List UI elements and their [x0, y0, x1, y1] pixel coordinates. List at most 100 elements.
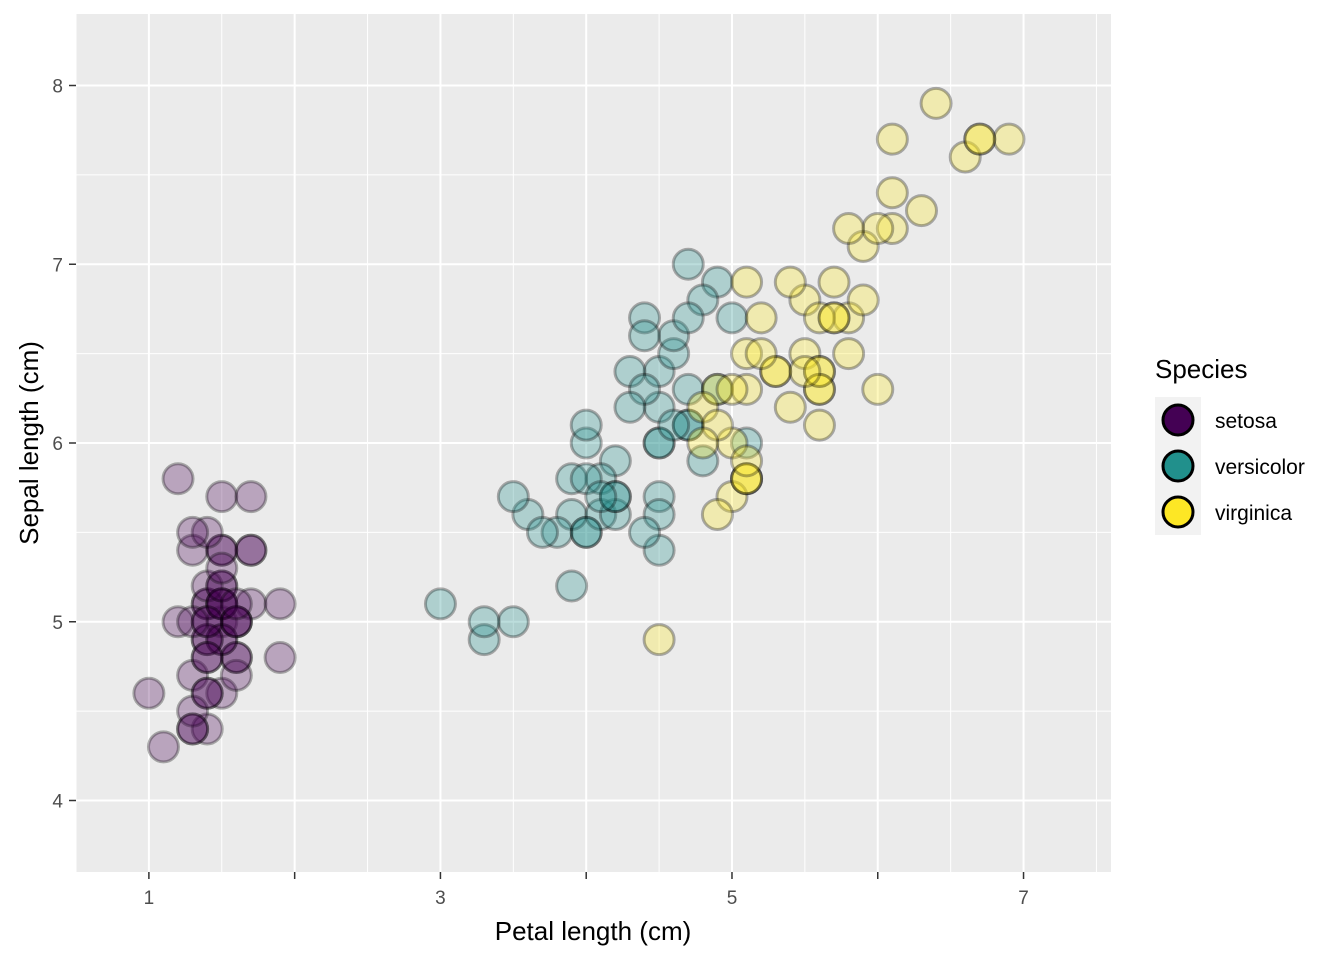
data-point-setosa	[190, 569, 224, 603]
data-point-setosa	[176, 712, 210, 746]
data-point-versicolor	[584, 498, 618, 531]
data-point-versicolor	[628, 301, 662, 335]
data-point-versicolor	[671, 247, 705, 281]
data-point-versicolor	[642, 426, 676, 460]
legend-key-versicolor	[1161, 449, 1195, 483]
x-tick-label: 7	[1018, 888, 1029, 909]
x-tick-label: 5	[727, 888, 738, 909]
data-point-versicolor	[657, 319, 691, 353]
x-tick-label: 1	[144, 888, 155, 909]
data-point-virginica	[817, 301, 851, 335]
data-point-virginica	[802, 355, 836, 388]
y-axis-title: Sepal length (cm)	[14, 341, 44, 545]
y-tick-label: 8	[52, 77, 63, 98]
data-point-versicolor	[642, 390, 676, 424]
legend-title: Species	[1155, 354, 1248, 384]
y-tick-label: 5	[52, 613, 63, 634]
data-point-virginica	[992, 122, 1026, 156]
legend-keys: setosa versicolor virginica	[1155, 397, 1305, 535]
data-point-virginica	[773, 265, 807, 299]
data-point-versicolor	[730, 426, 764, 460]
data-point-virginica	[832, 301, 866, 335]
y-tick-label: 4	[52, 792, 63, 813]
data-point-versicolor	[569, 462, 603, 496]
data-point-versicolor	[555, 462, 589, 496]
data-point-versicolor	[657, 337, 691, 371]
data-point-virginica	[802, 372, 836, 406]
data-point-setosa	[219, 641, 253, 674]
data-point-virginica	[802, 408, 836, 442]
data-point-versicolor	[642, 355, 676, 388]
data-point-versicolor	[613, 390, 647, 424]
data-point-virginica	[875, 122, 909, 156]
data-point-setosa	[176, 533, 210, 567]
data-point-virginica	[759, 355, 793, 388]
data-point-setosa	[176, 658, 210, 692]
data-point-versicolor	[671, 372, 705, 406]
x-tick-label: 3	[435, 888, 446, 909]
data-point-setosa	[263, 587, 297, 621]
data-point-versicolor	[700, 265, 734, 299]
data-point-versicolor	[598, 498, 632, 531]
data-point-setosa	[205, 569, 239, 603]
series-versicolor	[423, 247, 764, 657]
data-point-versicolor	[671, 408, 705, 442]
data-point-virginica	[744, 301, 778, 335]
grid-lines	[75, 14, 1111, 872]
data-point-versicolor	[569, 408, 603, 442]
data-point-setosa	[190, 641, 224, 674]
series-virginica	[642, 86, 1026, 657]
data-point-versicolor	[613, 355, 647, 388]
data-point-versicolor	[540, 515, 574, 549]
y-tick-label: 6	[52, 434, 63, 455]
data-point-setosa	[205, 533, 239, 567]
data-point-setosa	[234, 533, 268, 567]
legend-label-versicolor: versicolor	[1215, 456, 1305, 479]
data-point-virginica	[642, 623, 676, 657]
data-point-setosa	[190, 623, 224, 657]
data-point-setosa	[161, 605, 195, 639]
data-point-virginica	[802, 301, 836, 335]
data-point-setosa	[161, 462, 195, 496]
data-point-versicolor	[569, 515, 603, 549]
data-point-virginica	[700, 498, 734, 531]
data-point-virginica	[788, 355, 822, 388]
x-axis-title: Petal length (cm)	[495, 916, 692, 946]
data-point-setosa	[205, 587, 239, 621]
data-point-virginica	[861, 212, 895, 245]
data-point-versicolor	[598, 480, 632, 514]
data-point-setosa	[176, 605, 210, 639]
data-point-virginica	[802, 372, 836, 406]
data-points	[132, 86, 1026, 764]
data-point-virginica	[730, 337, 764, 371]
data-point-setosa	[190, 605, 224, 639]
data-point-setosa	[205, 587, 239, 621]
data-point-setosa	[190, 587, 224, 621]
data-point-virginica	[730, 444, 764, 478]
data-point-virginica	[686, 426, 720, 460]
data-point-virginica	[788, 283, 822, 317]
data-point-virginica	[861, 372, 895, 406]
data-point-setosa	[205, 605, 239, 639]
data-point-virginica	[948, 140, 982, 174]
data-point-versicolor	[555, 569, 589, 603]
data-point-virginica	[832, 212, 866, 245]
data-point-setosa	[190, 641, 224, 674]
data-point-versicolor	[598, 444, 632, 478]
data-point-setosa	[205, 623, 239, 657]
data-point-virginica	[875, 212, 909, 245]
data-point-versicolor	[598, 480, 632, 514]
data-point-virginica	[686, 390, 720, 424]
data-point-versicolor	[569, 515, 603, 549]
data-point-versicolor	[511, 498, 545, 531]
data-point-virginica	[700, 372, 734, 406]
data-point-versicolor	[423, 587, 457, 621]
data-point-setosa	[190, 712, 224, 746]
data-point-versicolor	[715, 301, 749, 335]
axes: 1 3 5 7 4 5 6 7 8	[52, 77, 1028, 910]
data-point-setosa	[234, 533, 268, 567]
data-point-setosa	[190, 515, 224, 549]
data-point-versicolor	[584, 480, 618, 514]
data-point-versicolor	[671, 301, 705, 335]
data-point-setosa	[263, 641, 297, 674]
